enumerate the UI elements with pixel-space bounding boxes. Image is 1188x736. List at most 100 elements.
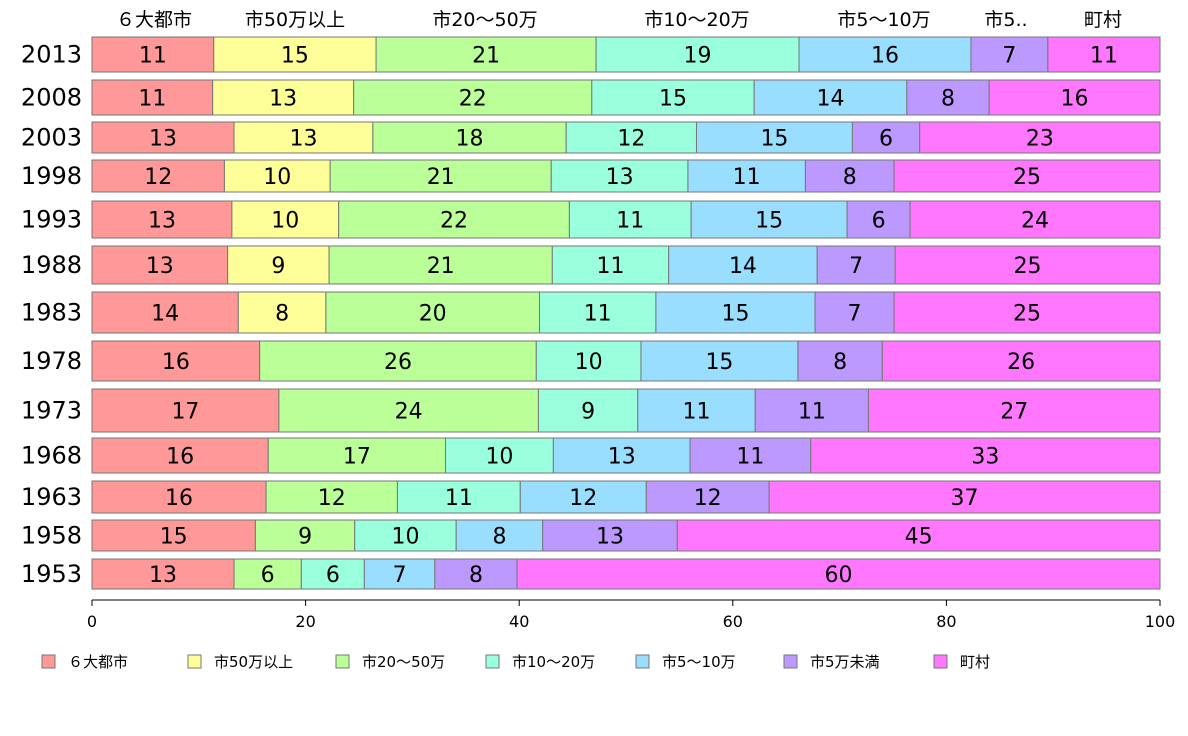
bar-segment [434,558,518,590]
x-tick-label: 20 [295,612,315,631]
bar-row: 1988 13 9 21 11 14 7 25 [21,245,1161,285]
legend-swatch [783,654,798,669]
bar-segment [223,159,331,193]
data-label: 6 [879,127,893,152]
data-label: 13 [149,127,177,152]
bar-segment [640,340,799,382]
bar-segment [213,36,377,73]
data-label: 11 [736,445,764,470]
x-tick-label: 60 [723,612,743,631]
legend-label: 町村 [960,653,990,671]
data-label: 22 [459,87,487,112]
data-label: 18 [456,127,484,152]
year-label: 1993 [21,206,82,234]
column-headers: ６大都市 市50万以上 市20～50万 市10～20万 市5～10万 市5.. 町村 [116,9,1122,31]
data-label: 13 [149,563,177,588]
bar-segment [91,159,225,193]
data-label: 8 [843,165,857,190]
bar-segment [909,200,1161,239]
bar-segment [816,245,896,285]
bar-segment [227,245,330,285]
bar-segment [970,36,1049,73]
year-label: 1983 [21,299,82,327]
data-label: 12 [144,165,172,190]
data-label: 15 [760,127,788,152]
data-label: 15 [755,209,783,234]
data-label: 16 [165,486,193,511]
bar-segment [372,121,567,154]
bar-segment [455,519,544,552]
x-tick-label: 100 [1145,612,1176,631]
bar-segment [259,340,537,382]
column-header: 市20～50万 [432,9,537,31]
bar-segment [353,79,593,116]
column-header: 市5.. [984,9,1027,31]
data-label: 22 [440,209,468,234]
legend-label: ６大都市 [68,653,128,671]
bar-segment [91,340,261,382]
data-label: 26 [1007,350,1035,375]
legend-label: 市20～50万 [362,653,445,671]
bar-segment [445,437,554,474]
data-label: 15 [705,350,733,375]
data-label: 11 [445,486,473,511]
bar-segment [375,36,597,73]
data-label: 7 [393,563,407,588]
bar-row: 2013 11 15 21 19 16 7 11 [21,36,1161,73]
bar-segment [354,519,457,552]
legend-swatch [41,654,56,669]
bar-segment [894,245,1161,285]
bar-row: 1978 16 26 10 15 8 26 [21,340,1161,382]
bar-segment [538,291,657,334]
bar-segment [893,159,1161,193]
data-label: 6 [326,563,340,588]
year-label: 1958 [21,522,82,550]
bar-segment [91,79,214,116]
legend-swatch [933,654,948,669]
data-label: 45 [905,525,933,550]
data-label: 19 [684,44,712,69]
data-label: 15 [281,44,309,69]
bar-segment [91,200,233,239]
bar-segment [300,558,365,590]
data-label: 11 [616,209,644,234]
bar-segment [91,36,215,73]
year-label: 1963 [21,483,82,511]
legend-label: 市5万未満 [810,653,880,671]
legend: ６大都市 市50万以上 市20～50万 市10～20万 市5～10万 市5万未満 町村 [41,653,990,671]
data-label: 12 [569,486,597,511]
bar-segment [91,388,280,433]
data-label: 6 [261,563,275,588]
bar-segment [676,519,1161,552]
data-label: 7 [849,254,863,279]
data-label: 20 [419,302,447,327]
bar-segment [637,388,756,433]
bar-segment [537,388,639,433]
data-label: 12 [617,127,645,152]
bar-segment [265,480,398,514]
bar-segment [551,245,670,285]
data-label: 11 [1090,44,1118,69]
data-label: 7 [1002,44,1016,69]
data-label: 10 [391,525,419,550]
data-label: 24 [395,400,423,425]
legend-label: 市50万以上 [214,653,293,671]
data-label: 11 [798,400,826,425]
bar-row: 1968 16 17 10 13 11 33 [21,437,1161,474]
column-header: 市5～10万 [837,9,930,31]
data-label: 7 [848,302,862,327]
bar-segment [846,200,911,239]
bar-segment [906,79,990,116]
data-label: 10 [263,165,291,190]
legend-item: ６大都市 [41,653,128,671]
data-label: 8 [833,350,847,375]
data-label: 14 [729,254,757,279]
bar-segment [695,121,853,154]
bar-segment [655,291,816,334]
bar-row: 2008 11 13 22 15 14 8 16 [21,79,1161,116]
data-label: 11 [597,254,625,279]
year-label: 1953 [21,560,82,588]
column-header: 町村 [1084,9,1122,31]
bar-segment [1047,36,1161,73]
